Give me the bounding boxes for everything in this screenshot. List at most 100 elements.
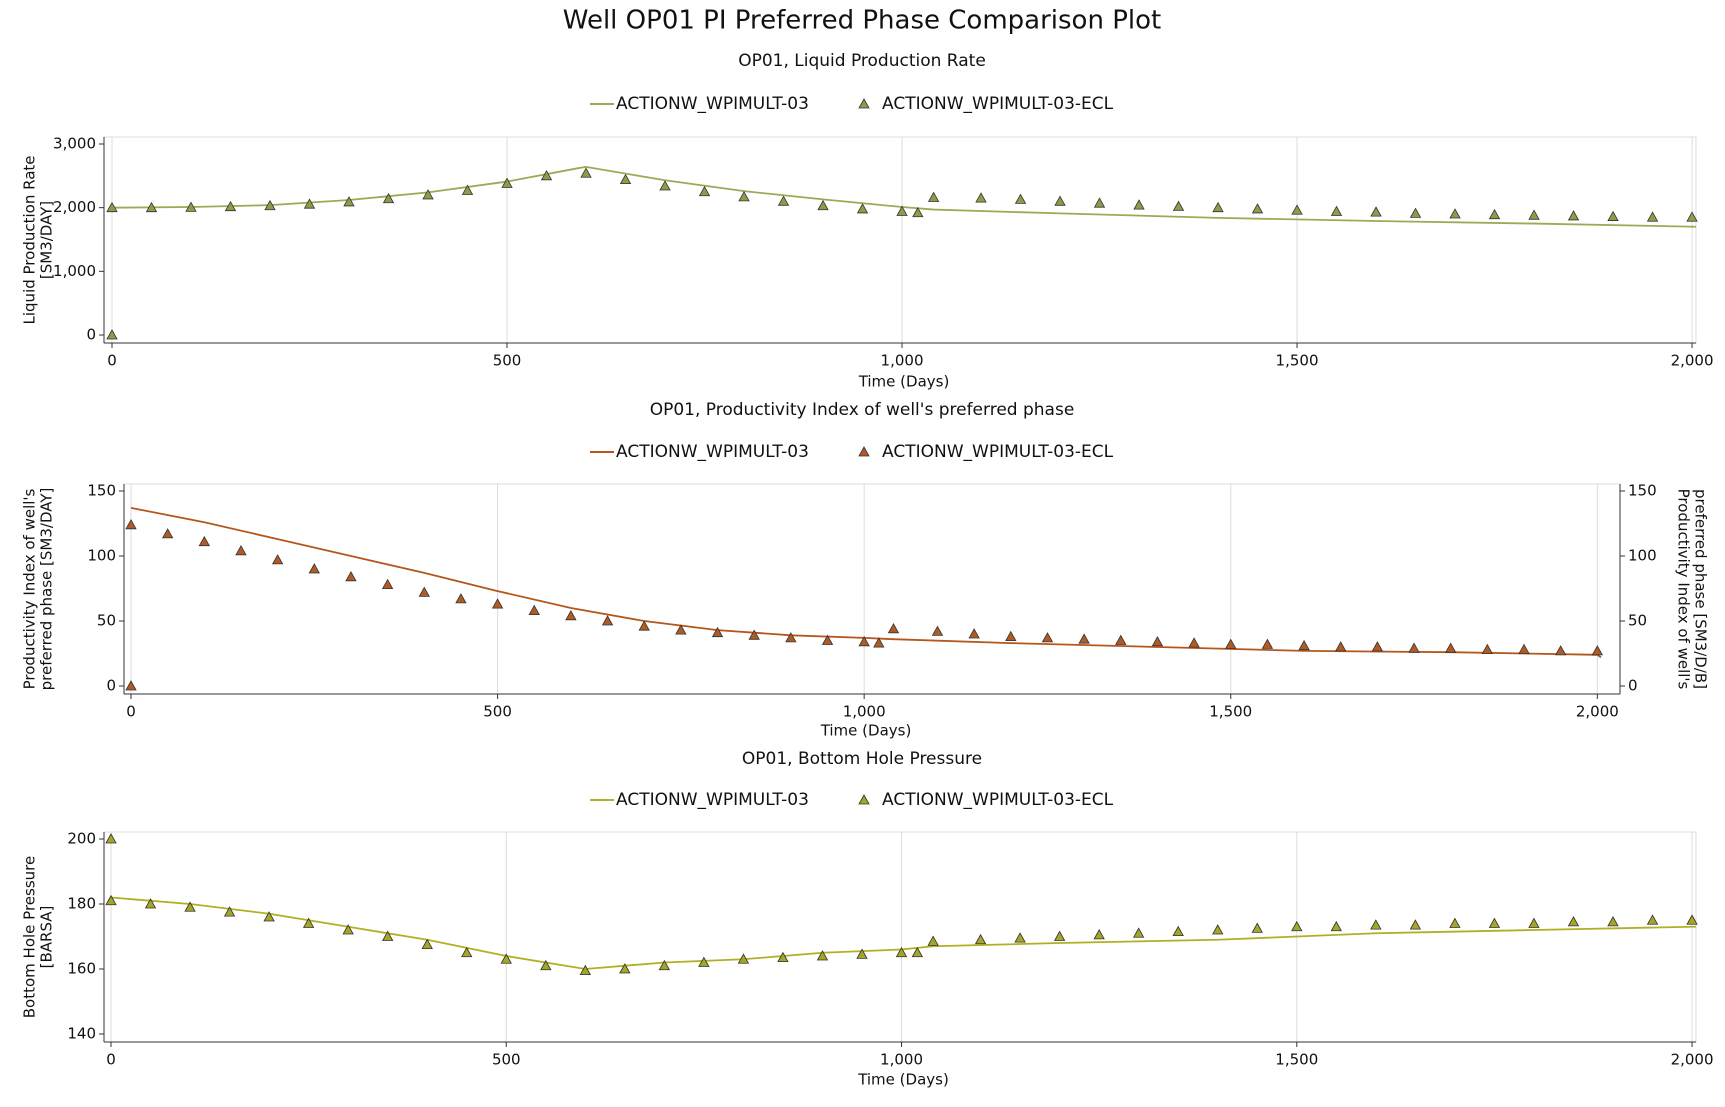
marker [303, 198, 316, 209]
x-tick-label: 1,500 [1275, 1051, 1318, 1069]
y-tick-label: 2,000 [53, 198, 96, 216]
marker [659, 180, 671, 191]
marker [105, 894, 117, 906]
marker [1686, 211, 1698, 222]
marker [1014, 932, 1026, 943]
marker [1409, 207, 1422, 218]
marker [381, 578, 394, 589]
marker [1591, 645, 1604, 656]
x-tick-label: 0 [107, 352, 117, 370]
marker [785, 632, 797, 643]
marker [927, 191, 940, 202]
y-axis-label: Bottom Hole Pressure [21, 856, 39, 1018]
marker [461, 946, 473, 958]
marker [1408, 642, 1420, 653]
y2-tick-label: 0 [1628, 677, 1638, 695]
marker [1518, 643, 1530, 654]
marker [342, 924, 354, 935]
y-axis-label: [BARSA] [38, 906, 56, 969]
marker [1567, 916, 1580, 927]
marker [895, 946, 908, 958]
marker [1330, 205, 1343, 216]
marker [1330, 920, 1342, 932]
y-tick-label: 0 [106, 677, 116, 695]
y-tick-label: 160 [67, 960, 96, 978]
marker [1449, 208, 1461, 219]
x-axis-label: Time (Days) [858, 373, 950, 391]
marker [528, 604, 540, 615]
marker [105, 833, 117, 844]
marker [144, 898, 157, 909]
line-series [130, 507, 1602, 659]
y2-tick-label: 100 [1628, 547, 1657, 565]
y-tick-label: 180 [67, 895, 96, 913]
y-axis-label: Liquid Production Rate [21, 156, 39, 325]
marker [1291, 204, 1303, 215]
x-tick-label: 2,000 [1576, 703, 1619, 721]
chart-title: OP01, Liquid Production Rate [738, 51, 986, 71]
marker [816, 950, 829, 961]
marker [927, 935, 939, 946]
marker [418, 586, 430, 597]
marker [1298, 639, 1310, 651]
x-tick-label: 500 [492, 1051, 521, 1069]
marker [1607, 210, 1619, 221]
marker [461, 184, 474, 195]
marker [856, 203, 869, 214]
marker [658, 959, 671, 971]
y-axis-label: Productivity Index of well's [21, 488, 39, 689]
marker [777, 195, 790, 206]
marker [345, 570, 357, 582]
marker [968, 628, 980, 639]
y2-tick-label: 50 [1628, 612, 1647, 630]
marker [264, 199, 276, 211]
marker [1133, 199, 1145, 210]
marker [931, 625, 944, 636]
marker [1607, 916, 1619, 927]
marker [975, 192, 987, 203]
y-tick-label: 1,000 [53, 262, 96, 280]
marker [1212, 924, 1224, 935]
marker [887, 622, 900, 634]
marker [1093, 929, 1105, 940]
marker [501, 177, 513, 188]
x-tick-label: 1,000 [880, 1051, 923, 1069]
marker [675, 624, 687, 635]
marker [491, 598, 504, 609]
marker [580, 167, 592, 178]
marker [1370, 919, 1382, 930]
marker [1370, 206, 1382, 217]
marker [271, 554, 284, 565]
y-tick-label: 140 [67, 1025, 96, 1043]
marker [1488, 917, 1501, 928]
marker [1172, 200, 1185, 211]
legend-label: ACTIONW_WPIMULT-03-ECL [882, 442, 1114, 462]
marker [896, 205, 908, 216]
marker [1151, 635, 1164, 647]
marker [1261, 638, 1274, 649]
marker [1488, 208, 1501, 220]
marker [540, 170, 553, 181]
legend-label: ACTIONW_WPIMULT-03-ECL [882, 94, 1114, 114]
marker [1686, 914, 1698, 925]
y2-axis-label: Productivity Index of well's [1675, 489, 1693, 690]
marker [1093, 197, 1106, 208]
marker [737, 953, 750, 964]
marker [1555, 645, 1567, 656]
marker [579, 964, 591, 976]
marker [455, 593, 467, 604]
legend-label: ACTIONW_WPIMULT-03 [616, 790, 809, 810]
marker [184, 901, 196, 912]
marker [145, 201, 158, 213]
marker [619, 173, 632, 185]
legend-marker [858, 794, 870, 805]
marker [1078, 633, 1090, 644]
plot-frame [103, 136, 1697, 344]
marker [858, 635, 870, 647]
marker [738, 191, 750, 202]
marker [125, 680, 137, 691]
marker [619, 963, 631, 974]
marker [1115, 634, 1127, 645]
marker [817, 199, 829, 211]
marker [1053, 930, 1066, 941]
